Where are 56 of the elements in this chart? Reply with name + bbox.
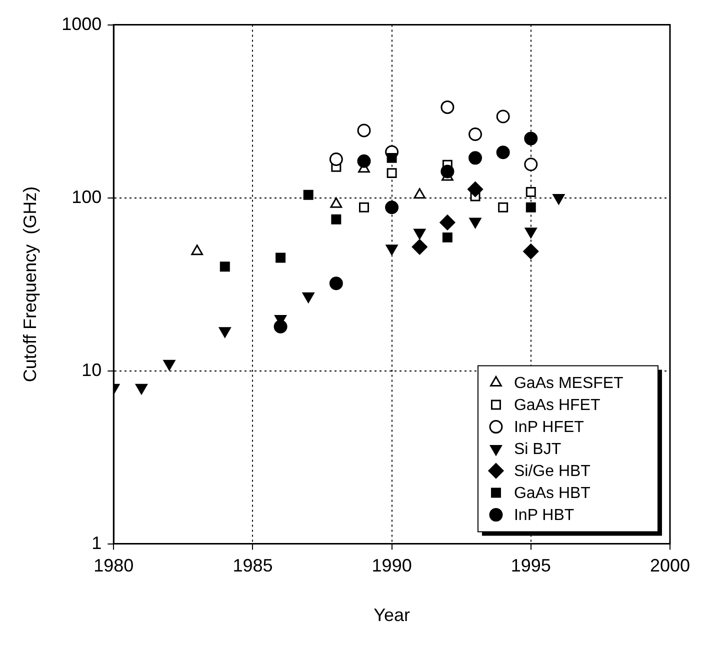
point (524, 228, 537, 238)
point (468, 128, 482, 141)
y-tick-label: 100 (72, 186, 102, 207)
legend-label: GaAs HBT (514, 485, 591, 502)
point (386, 168, 397, 178)
point (386, 152, 397, 163)
legend-label: InP HBT (514, 507, 574, 524)
legend-label: GaAs HFET (514, 397, 600, 414)
point (136, 384, 148, 394)
x-tick-label: 1985 (232, 556, 273, 576)
point (386, 244, 398, 256)
point (357, 154, 371, 168)
point (440, 164, 454, 178)
y-tick-label: 1 (92, 532, 102, 553)
point (276, 252, 286, 263)
legend-label: Si/Ge HBT (514, 463, 591, 480)
y-tick-label: 1000 (62, 14, 102, 34)
point (442, 232, 452, 242)
point (440, 214, 456, 230)
point (302, 292, 314, 303)
point (498, 202, 508, 212)
point (412, 239, 428, 255)
point (329, 152, 343, 166)
x-tick-label: 1990 (372, 556, 412, 576)
point (496, 146, 510, 160)
point (329, 276, 343, 290)
point (303, 190, 314, 200)
point (468, 151, 482, 165)
x-axis-title: Year (374, 605, 410, 626)
x-tick-label: 2000 (650, 556, 690, 576)
point (163, 360, 176, 370)
point (496, 110, 510, 124)
point (220, 262, 230, 272)
point (274, 320, 288, 334)
y-tick-label: 10 (82, 360, 102, 380)
point (524, 132, 538, 146)
point (440, 100, 454, 114)
legend-label: GaAs MESFET (514, 375, 624, 392)
point (331, 214, 342, 224)
x-tick-label: 1980 (94, 556, 134, 576)
point (468, 182, 484, 198)
point (414, 188, 426, 199)
point (385, 200, 399, 214)
point (218, 327, 231, 338)
point (524, 158, 538, 172)
x-tick-label: 1995 (510, 556, 551, 576)
point (526, 202, 536, 212)
y-axis-title: Cutoff Frequency (GHz) (20, 186, 40, 382)
legend-label: Si BJT (514, 441, 562, 458)
point (526, 187, 536, 198)
point (414, 228, 426, 240)
point (469, 218, 482, 228)
point (357, 124, 371, 138)
point (523, 244, 539, 260)
point (359, 202, 369, 212)
legend-label: InP HFET (514, 419, 584, 436)
